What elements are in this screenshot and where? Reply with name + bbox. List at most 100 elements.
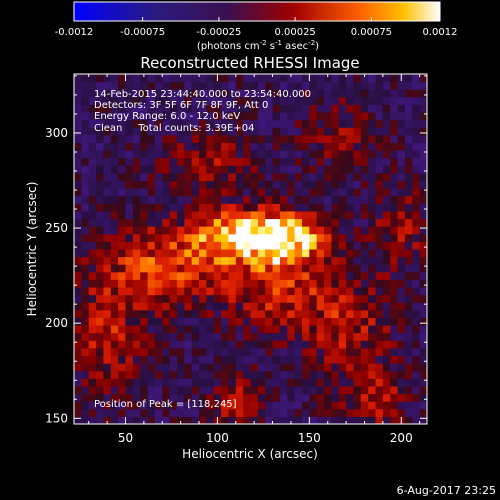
- heatmap-cell: [404, 317, 413, 326]
- heatmap-cell: [235, 119, 244, 128]
- heatmap-cell: [96, 157, 104, 166]
- heatmap-cell: [250, 172, 259, 182]
- heatmap-cell: [382, 241, 391, 250]
- heatmap-cell: [125, 355, 134, 364]
- heatmap-cell: [390, 256, 399, 265]
- heatmap-cell: [243, 401, 251, 410]
- heatmap-cell: [316, 89, 325, 98]
- heatmap-cell: [199, 340, 207, 349]
- heatmap-cell: [110, 279, 119, 288]
- heatmap-cell: [265, 134, 274, 143]
- heatmap-cell: [368, 127, 377, 136]
- heatmap-cell: [125, 210, 134, 220]
- heatmap-cell: [279, 416, 288, 425]
- heatmap-cell: [184, 347, 193, 357]
- heatmap-cell: [235, 134, 244, 143]
- heatmap-cell: [368, 180, 377, 189]
- heatmap-cell: [235, 96, 244, 105]
- heatmap-cell: [221, 340, 229, 349]
- heatmap-cell: [404, 287, 413, 296]
- heatmap-cell: [206, 157, 215, 166]
- heatmap-cell: [419, 332, 428, 341]
- heatmap-cell: [88, 401, 97, 410]
- heatmap-cell: [228, 210, 237, 220]
- heatmap-cell: [294, 347, 303, 357]
- heatmap-cell: [265, 142, 274, 151]
- heatmap-cell: [162, 134, 171, 143]
- heatmap-cell: [169, 325, 178, 334]
- heatmap-cell: [404, 370, 413, 379]
- heatmap-cell: [88, 271, 97, 280]
- heatmap-cell: [140, 302, 149, 311]
- heatmap-cell: [382, 127, 391, 136]
- heatmap-cell: [184, 233, 193, 242]
- heatmap-cell: [103, 127, 112, 136]
- heatmap-cell: [74, 355, 82, 364]
- heatmap-cell: [287, 96, 296, 105]
- heatmap-cell: [294, 264, 303, 273]
- heatmap-cell: [213, 378, 222, 387]
- heatmap-cell: [74, 416, 82, 425]
- heatmap-cell: [184, 401, 193, 410]
- heatmap-cell: [412, 294, 421, 303]
- heatmap-cell: [353, 127, 362, 136]
- heatmap-cell: [390, 81, 399, 90]
- heatmap-cell: [404, 340, 413, 349]
- heatmap-cell: [110, 142, 119, 151]
- heatmap-cell: [118, 195, 126, 204]
- heatmap-cell: [118, 180, 126, 189]
- heatmap-cell: [147, 309, 156, 318]
- heatmap-cell: [397, 271, 406, 280]
- heatmap-cell: [206, 165, 215, 174]
- heatmap-cell: [279, 226, 288, 235]
- heatmap-cell: [213, 370, 222, 379]
- heatmap-cell: [184, 81, 193, 90]
- heatmap-cell: [353, 142, 362, 151]
- heatmap-cell: [301, 332, 310, 341]
- heatmap-cell: [250, 203, 259, 212]
- heatmap-cell: [140, 279, 149, 288]
- heatmap-cell: [324, 89, 332, 98]
- heatmap-cell: [375, 355, 384, 364]
- heatmap-cell: [382, 226, 391, 235]
- heatmap-cell: [96, 347, 104, 357]
- heatmap-cell: [257, 408, 266, 417]
- heatmap-cell: [419, 363, 428, 372]
- heatmap-cell: [162, 332, 171, 341]
- heatmap-cell: [294, 393, 303, 402]
- heatmap-cell: [243, 74, 251, 83]
- heatmap-cell: [265, 408, 274, 417]
- heatmap-cell: [250, 74, 259, 83]
- heatmap-cell: [331, 233, 340, 242]
- heatmap-cell: [162, 317, 171, 326]
- heatmap-cell: [382, 142, 391, 151]
- heatmap-cell: [338, 249, 347, 258]
- heatmap-cell: [213, 385, 222, 395]
- heatmap-cell: [287, 325, 296, 334]
- heatmap-cell: [265, 264, 274, 273]
- heatmap-cell: [243, 142, 251, 151]
- heatmap-cell: [287, 157, 296, 166]
- heatmap-cell: [176, 218, 185, 227]
- heatmap-cell: [103, 385, 112, 395]
- heatmap-cell: [375, 340, 384, 349]
- chart-title: Reconstructed RHESSI Image: [140, 54, 359, 72]
- heatmap-cell: [162, 81, 171, 90]
- heatmap-cell: [250, 287, 259, 296]
- heatmap-cell: [294, 256, 303, 265]
- heatmap-cell: [199, 127, 207, 136]
- heatmap-cell: [294, 226, 303, 235]
- heatmap-cell: [191, 309, 200, 318]
- heatmap-cell: [404, 134, 413, 143]
- heatmap-cell: [88, 233, 97, 242]
- heatmap-cell: [353, 408, 362, 417]
- heatmap-cell: [118, 165, 126, 174]
- heatmap-cell: [279, 241, 288, 250]
- heatmap-cell: [279, 96, 288, 105]
- heatmap-cell: [287, 370, 296, 379]
- heatmap-cell: [221, 134, 229, 143]
- heatmap-cell: [316, 96, 325, 105]
- heatmap-cell: [74, 363, 82, 372]
- heatmap-cell: [228, 408, 237, 417]
- heatmap-cell: [375, 249, 384, 258]
